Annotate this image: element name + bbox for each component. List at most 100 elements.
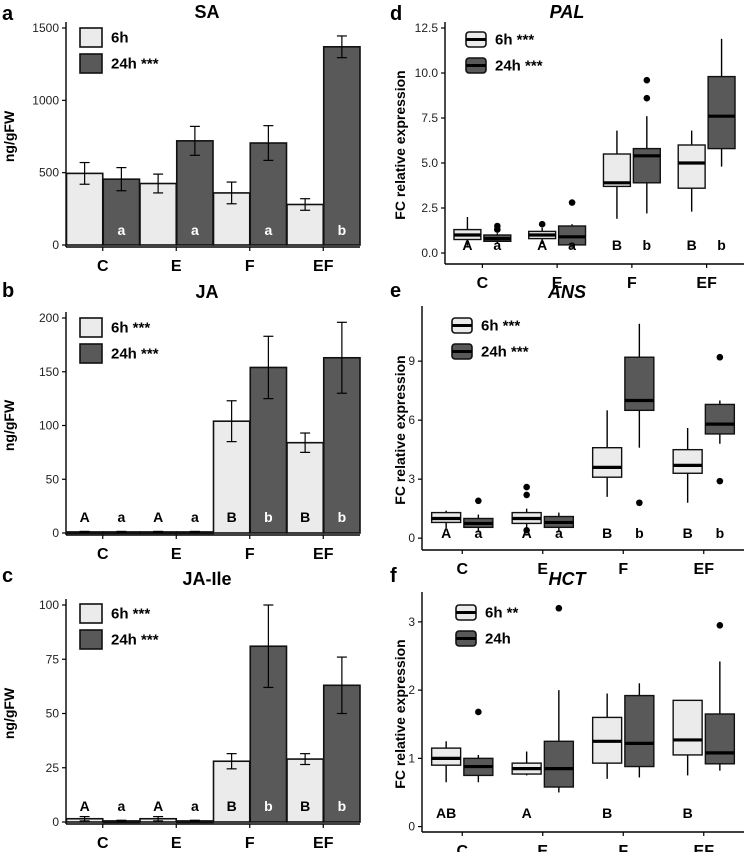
chart-title: JA (195, 282, 218, 302)
outlier-point (716, 477, 724, 485)
significance-letter: A (153, 509, 163, 525)
x-tick-label: EF (694, 561, 715, 578)
y-tick-label: 5.0 (421, 156, 438, 170)
y-axis-label: ng/gFW (1, 687, 17, 739)
significance-letter: A (537, 237, 547, 253)
significance-letter: B (612, 237, 622, 253)
significance-letter: B (300, 509, 310, 525)
x-tick-label: C (97, 258, 109, 275)
y-tick-label: 0.0 (421, 246, 438, 260)
outlier-point (475, 708, 482, 716)
y-tick-label: 0 (408, 820, 415, 834)
significance-letter: B (687, 237, 697, 253)
outlier-point (494, 226, 501, 233)
legend-label: 24h *** (111, 56, 159, 73)
significance-letter: b (643, 237, 652, 253)
x-tick-label: C (456, 561, 468, 578)
outlier-point (523, 483, 530, 491)
legend-swatch (79, 27, 103, 48)
legend-label: 6h *** (111, 606, 150, 623)
x-tick-label: F (245, 258, 255, 275)
y-tick-label: 1 (408, 751, 415, 765)
bar-24h-F (249, 142, 288, 246)
significance-letter: b (338, 509, 347, 525)
y-tick-label: 75 (46, 652, 60, 666)
x-tick-label: C (97, 835, 109, 852)
x-tick-label: EF (694, 843, 715, 852)
significance-letter: A (153, 798, 163, 814)
outlier-point (716, 621, 724, 629)
significance-letter: a (191, 509, 199, 525)
y-tick-label: 3 (408, 472, 415, 486)
panel-label: c (2, 565, 13, 587)
x-tick-label: C (97, 546, 109, 563)
y-tick-label: 10.0 (415, 66, 439, 80)
x-tick-label: E (537, 561, 548, 578)
significance-letter: b (338, 798, 347, 814)
legend-label: 6h (111, 30, 129, 47)
panel-label: b (2, 280, 14, 302)
legend-swatch (79, 629, 103, 650)
legend-label: 24h (485, 631, 511, 648)
significance-letter: b (264, 509, 273, 525)
outlier-point (555, 604, 563, 612)
significance-letter: a (117, 509, 125, 525)
significance-letter: b (717, 237, 726, 253)
y-tick-label: 0 (52, 238, 59, 252)
x-tick-label: EF (313, 546, 334, 563)
y-tick-label: 100 (39, 598, 59, 612)
box-24h-F (624, 694, 655, 768)
box-6h-EF (677, 144, 706, 189)
significance-letter: B (683, 525, 693, 541)
box-6h-F (591, 447, 623, 478)
outlier-point (643, 94, 651, 102)
legend-label: 24h *** (495, 58, 543, 75)
x-tick-label: C (477, 275, 489, 292)
y-tick-label: 12.5 (415, 21, 439, 35)
x-tick-label: EF (313, 258, 334, 275)
y-axis-label: ng/gFW (1, 399, 17, 451)
bar-24h-EF (322, 46, 361, 246)
x-tick-label: E (171, 835, 182, 852)
y-tick-label: 0 (52, 526, 59, 540)
x-tick-label: F (618, 561, 628, 578)
significance-letter: B (227, 509, 237, 525)
significance-letter: A (462, 237, 472, 253)
y-tick-label: 500 (39, 166, 59, 180)
significance-letter: A (522, 525, 532, 541)
panel-d: d PAL FC relative expression 0.0 2.5 5.0 7.5 10… (390, 2, 744, 292)
significance-letter: a (191, 222, 199, 238)
x-tick-label: E (537, 843, 548, 852)
x-tick-label: C (456, 843, 468, 852)
significance-letter: A (522, 805, 532, 821)
outlier-point (643, 76, 651, 84)
x-tick-label: EF (313, 835, 334, 852)
box-24h-EF (704, 403, 736, 435)
significance-letter: AB (436, 805, 456, 821)
y-tick-label: 2.5 (421, 201, 438, 215)
x-tick-label: F (245, 546, 255, 563)
legend-swatch (79, 603, 103, 624)
panel-label: f (390, 565, 397, 587)
significance-letter: b (716, 525, 725, 541)
box-24h-EF (707, 75, 736, 150)
significance-letter: a (264, 222, 272, 238)
box-6h-F (602, 153, 632, 188)
y-tick-label: 7.5 (421, 111, 438, 125)
significance-letter: B (602, 805, 612, 821)
significance-letter: B (300, 798, 310, 814)
significance-letter: a (493, 237, 501, 253)
y-tick-label: 6 (408, 413, 415, 427)
y-tick-label: 100 (39, 419, 59, 433)
x-tick-label: F (627, 275, 637, 292)
y-axis-label: ng/gFW (1, 110, 17, 162)
box-24h-E (543, 740, 575, 788)
legend-label: 24h *** (111, 632, 159, 649)
chart-title: HCT (549, 569, 588, 589)
significance-letter: A (80, 798, 90, 814)
outlier-point (538, 220, 546, 228)
legend-label: 24h *** (111, 346, 159, 363)
